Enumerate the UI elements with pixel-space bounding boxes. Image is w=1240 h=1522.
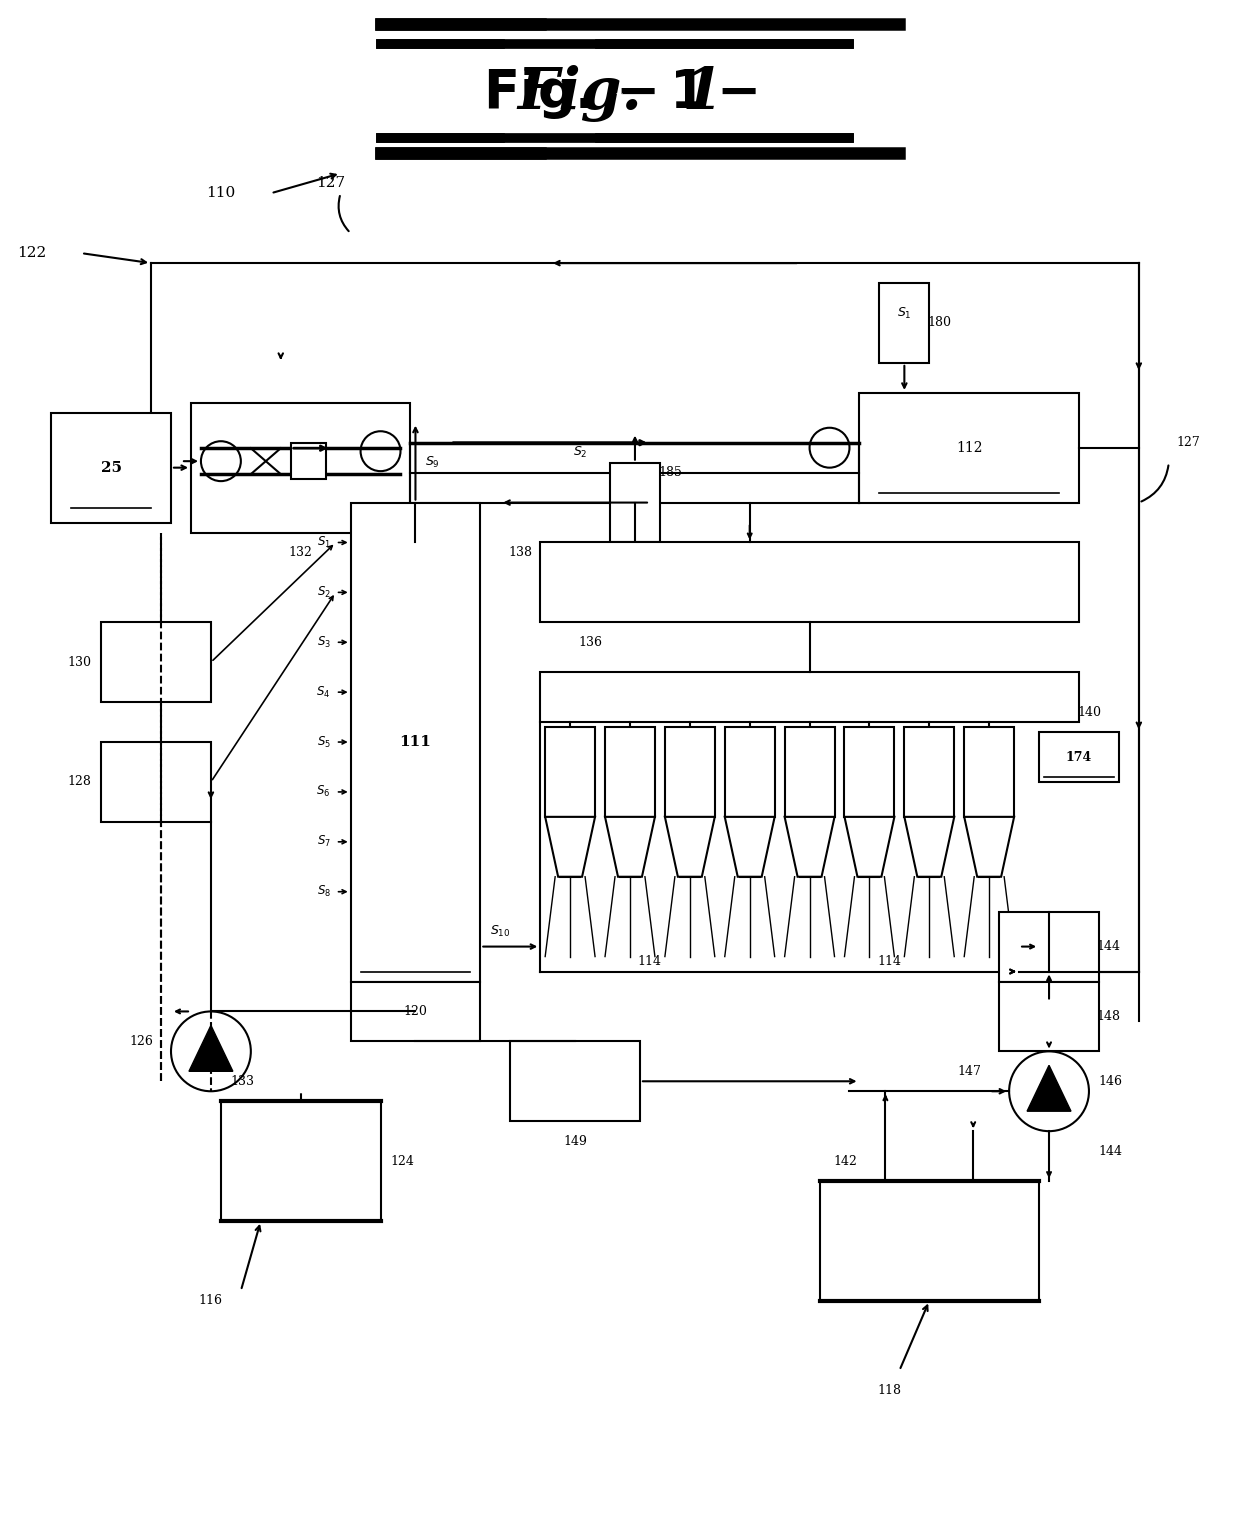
- Bar: [610, 463, 660, 542]
- Bar: [904, 728, 955, 817]
- Polygon shape: [785, 817, 835, 877]
- Bar: [102, 743, 211, 822]
- Bar: [290, 443, 326, 479]
- Text: $S_{10}$: $S_{10}$: [490, 924, 511, 939]
- Bar: [844, 728, 894, 817]
- Text: $S_9$: $S_9$: [425, 455, 440, 470]
- Polygon shape: [1027, 1065, 1071, 1111]
- Bar: [820, 1181, 1039, 1301]
- Text: 149: 149: [563, 1134, 587, 1148]
- Text: 116: 116: [198, 1294, 223, 1307]
- Text: $S_{1}$: $S_{1}$: [316, 534, 331, 549]
- Text: 127: 127: [1177, 437, 1200, 449]
- Polygon shape: [605, 817, 655, 877]
- Bar: [191, 403, 410, 533]
- Bar: [541, 542, 1079, 622]
- Text: 124: 124: [391, 1155, 414, 1167]
- Bar: [351, 502, 480, 982]
- Bar: [351, 982, 480, 1041]
- Polygon shape: [844, 817, 894, 877]
- Text: $S_{6}$: $S_{6}$: [316, 784, 331, 799]
- Bar: [51, 412, 171, 522]
- Text: $S_{7}$: $S_{7}$: [316, 834, 331, 849]
- Polygon shape: [546, 817, 595, 877]
- Text: 110: 110: [206, 186, 236, 201]
- Text: 130: 130: [67, 656, 92, 668]
- Text: 112: 112: [956, 441, 982, 455]
- Bar: [724, 728, 775, 817]
- Text: $S_{5}$: $S_{5}$: [316, 735, 331, 750]
- Text: 140: 140: [1078, 706, 1101, 718]
- Bar: [102, 622, 211, 702]
- Bar: [785, 728, 835, 817]
- Text: $S_{2}$: $S_{2}$: [316, 584, 331, 600]
- Text: 132: 132: [289, 546, 312, 559]
- Bar: [546, 728, 595, 817]
- Text: 146: 146: [1099, 1075, 1123, 1088]
- Text: 138: 138: [508, 546, 532, 559]
- Text: $S_{3}$: $S_{3}$: [316, 635, 331, 650]
- Bar: [999, 912, 1099, 982]
- Text: 122: 122: [16, 247, 46, 260]
- Text: 128: 128: [67, 775, 92, 788]
- Bar: [1039, 732, 1118, 782]
- Text: 25: 25: [100, 461, 122, 475]
- Text: 114: 114: [878, 954, 901, 968]
- Text: $S_2$: $S_2$: [573, 444, 588, 460]
- Text: 120: 120: [403, 1005, 428, 1018]
- Text: 174: 174: [1066, 750, 1092, 764]
- Text: 133: 133: [231, 1075, 255, 1088]
- Bar: [965, 728, 1014, 817]
- Bar: [221, 1102, 381, 1221]
- Text: 127: 127: [316, 177, 345, 190]
- Bar: [859, 393, 1079, 502]
- Bar: [510, 1041, 640, 1122]
- Text: 144: 144: [1099, 1145, 1123, 1158]
- Text: 114: 114: [637, 954, 662, 968]
- Text: 126: 126: [129, 1035, 153, 1047]
- Text: 185: 185: [658, 466, 682, 479]
- Bar: [541, 673, 1079, 721]
- Bar: [605, 728, 655, 817]
- Text: $S_{4}$: $S_{4}$: [316, 685, 331, 700]
- Text: 118: 118: [878, 1383, 901, 1397]
- Polygon shape: [965, 817, 1014, 877]
- Polygon shape: [665, 817, 714, 877]
- Text: $S_{8}$: $S_{8}$: [316, 884, 331, 900]
- Text: 144: 144: [1097, 941, 1121, 953]
- Bar: [665, 728, 714, 817]
- Polygon shape: [904, 817, 955, 877]
- Text: 111: 111: [399, 735, 432, 749]
- Text: 136: 136: [578, 636, 603, 648]
- Bar: [879, 283, 929, 362]
- Text: 147: 147: [957, 1065, 981, 1078]
- Text: 180: 180: [928, 317, 951, 329]
- Text: $\mathit{\mathbf{Fig.-1-}}$: $\mathit{\mathbf{Fig.-1-}}$: [615, 91, 625, 96]
- Text: 142: 142: [833, 1155, 857, 1167]
- Polygon shape: [188, 1026, 233, 1071]
- Text: Fig.  1: Fig. 1: [517, 65, 723, 122]
- Bar: [999, 982, 1099, 1052]
- Text: $S_1$: $S_1$: [897, 306, 911, 321]
- Text: 148: 148: [1097, 1011, 1121, 1023]
- Text: $\mathbf{Fig.-1-}$: $\mathbf{Fig.-1-}$: [482, 65, 758, 122]
- Polygon shape: [724, 817, 775, 877]
